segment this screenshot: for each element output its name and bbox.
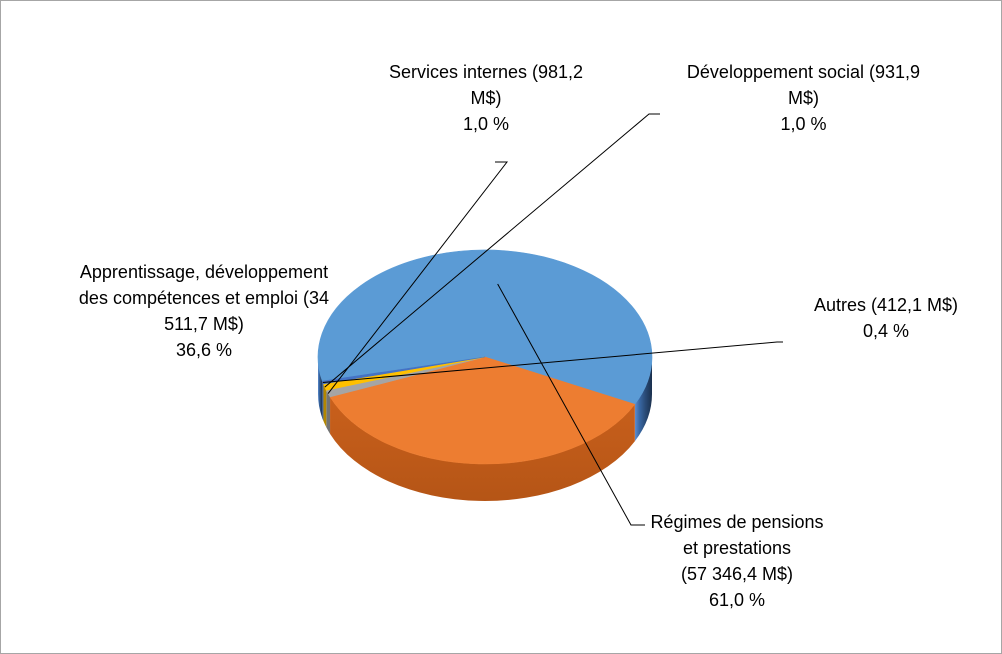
pie-side-developpement xyxy=(323,383,327,428)
data-label-line: 1,0 % xyxy=(780,114,827,134)
pie-slices xyxy=(317,249,653,465)
data-label-line: 511,7 M$) xyxy=(164,314,244,334)
data-label-line: et prestations xyxy=(682,538,792,558)
pie-slice-autres xyxy=(321,356,486,385)
leader-line-services xyxy=(327,161,509,394)
data-label-autres: Autres (412,1 M$) 0,4 % xyxy=(801,292,971,344)
data-label-line: Apprentissage, développement xyxy=(79,262,329,282)
data-label-line: des compétences et emploi (34 xyxy=(78,288,330,308)
pie-side-services xyxy=(326,390,331,434)
data-label-line: (57 346,4 M$) xyxy=(680,564,794,584)
data-label-line: M$) xyxy=(788,88,819,108)
pie-side-regimes xyxy=(318,357,323,419)
data-label-line: M$) xyxy=(470,88,502,108)
data-label-line: Services internes (981,2 xyxy=(388,62,584,82)
leader-line-regimes xyxy=(497,283,645,526)
leader-line-autres xyxy=(322,341,783,383)
data-label-apprentissage: Apprentissage, développement des compéten… xyxy=(63,259,345,363)
leader-lines xyxy=(322,113,783,526)
data-label-line: Régimes de pensions xyxy=(650,512,824,532)
data-label-regimes: Régimes de pensions et prestations (57 346… xyxy=(637,509,837,613)
data-label-line: 61,0 % xyxy=(708,590,766,610)
data-label-developpement-social: Développement social (931,9 M$) 1,0 % xyxy=(661,59,946,137)
data-label-line: 0,4 % xyxy=(862,321,910,341)
pie-slice-regimes xyxy=(317,249,653,405)
data-label-line: 36,6 % xyxy=(175,340,233,360)
pie-side-autres xyxy=(322,381,324,421)
data-label-services-internes: Services internes (981,2 M$) 1,0 % xyxy=(371,59,601,137)
data-label-line: 1,0 % xyxy=(462,114,510,134)
leader-line-developpement xyxy=(324,113,660,388)
pie-side-apprentissage xyxy=(330,396,635,501)
pie-slice-apprentissage xyxy=(329,356,636,465)
pie-side-regimes xyxy=(634,357,652,442)
pie-sides xyxy=(318,357,652,501)
data-label-line: Autres (412,1 M$) xyxy=(813,295,959,315)
data-label-line: Développement social (931,9 xyxy=(686,62,921,82)
